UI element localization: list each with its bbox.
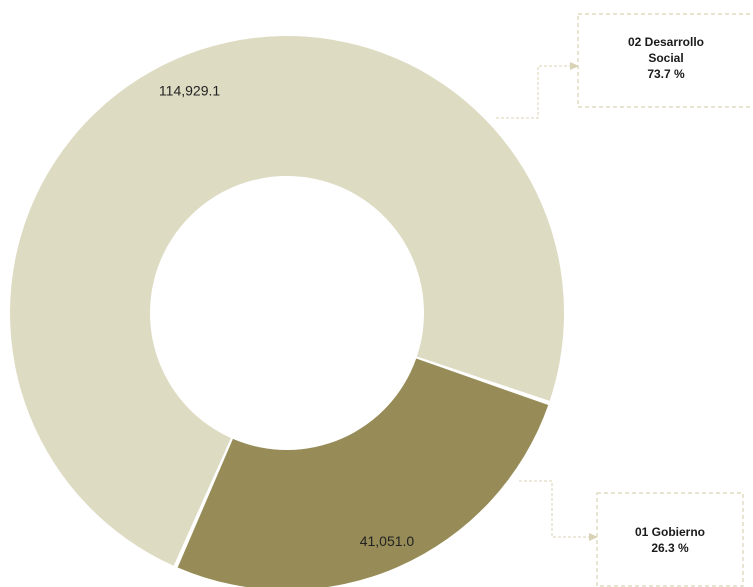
- slice-value-label: 41,051.0: [360, 533, 415, 549]
- slice-value-labels: 114,929.1 41,051.0: [159, 83, 415, 549]
- donut-slices: [9, 36, 565, 587]
- callout-category-line2: Social: [648, 51, 683, 65]
- callout-box-desarrollo-social: [577, 13, 753, 108]
- leader-line-desarrollo-social: [496, 62, 579, 119]
- callout-desarrollo-social: 02 Desarrollo Social 73.7 %: [496, 13, 753, 119]
- callout-gobierno: 01 Gobierno 26.3 %: [519, 480, 744, 587]
- callout-category-line1: 02 Desarrollo: [628, 35, 704, 49]
- leader-line-gobierno: [519, 480, 598, 541]
- callout-percent-desarrollo-social: 73.7 %: [647, 67, 685, 81]
- slice-01-gobierno: [177, 358, 549, 587]
- callout-percent-gobierno: 26.3 %: [651, 541, 689, 555]
- callout-category-gobierno: 01 Gobierno: [635, 525, 705, 539]
- callout-box-gobierno: [596, 492, 744, 587]
- slice-02-desarrollo-social: [9, 36, 565, 566]
- slice-value-label: 114,929.1: [159, 83, 220, 99]
